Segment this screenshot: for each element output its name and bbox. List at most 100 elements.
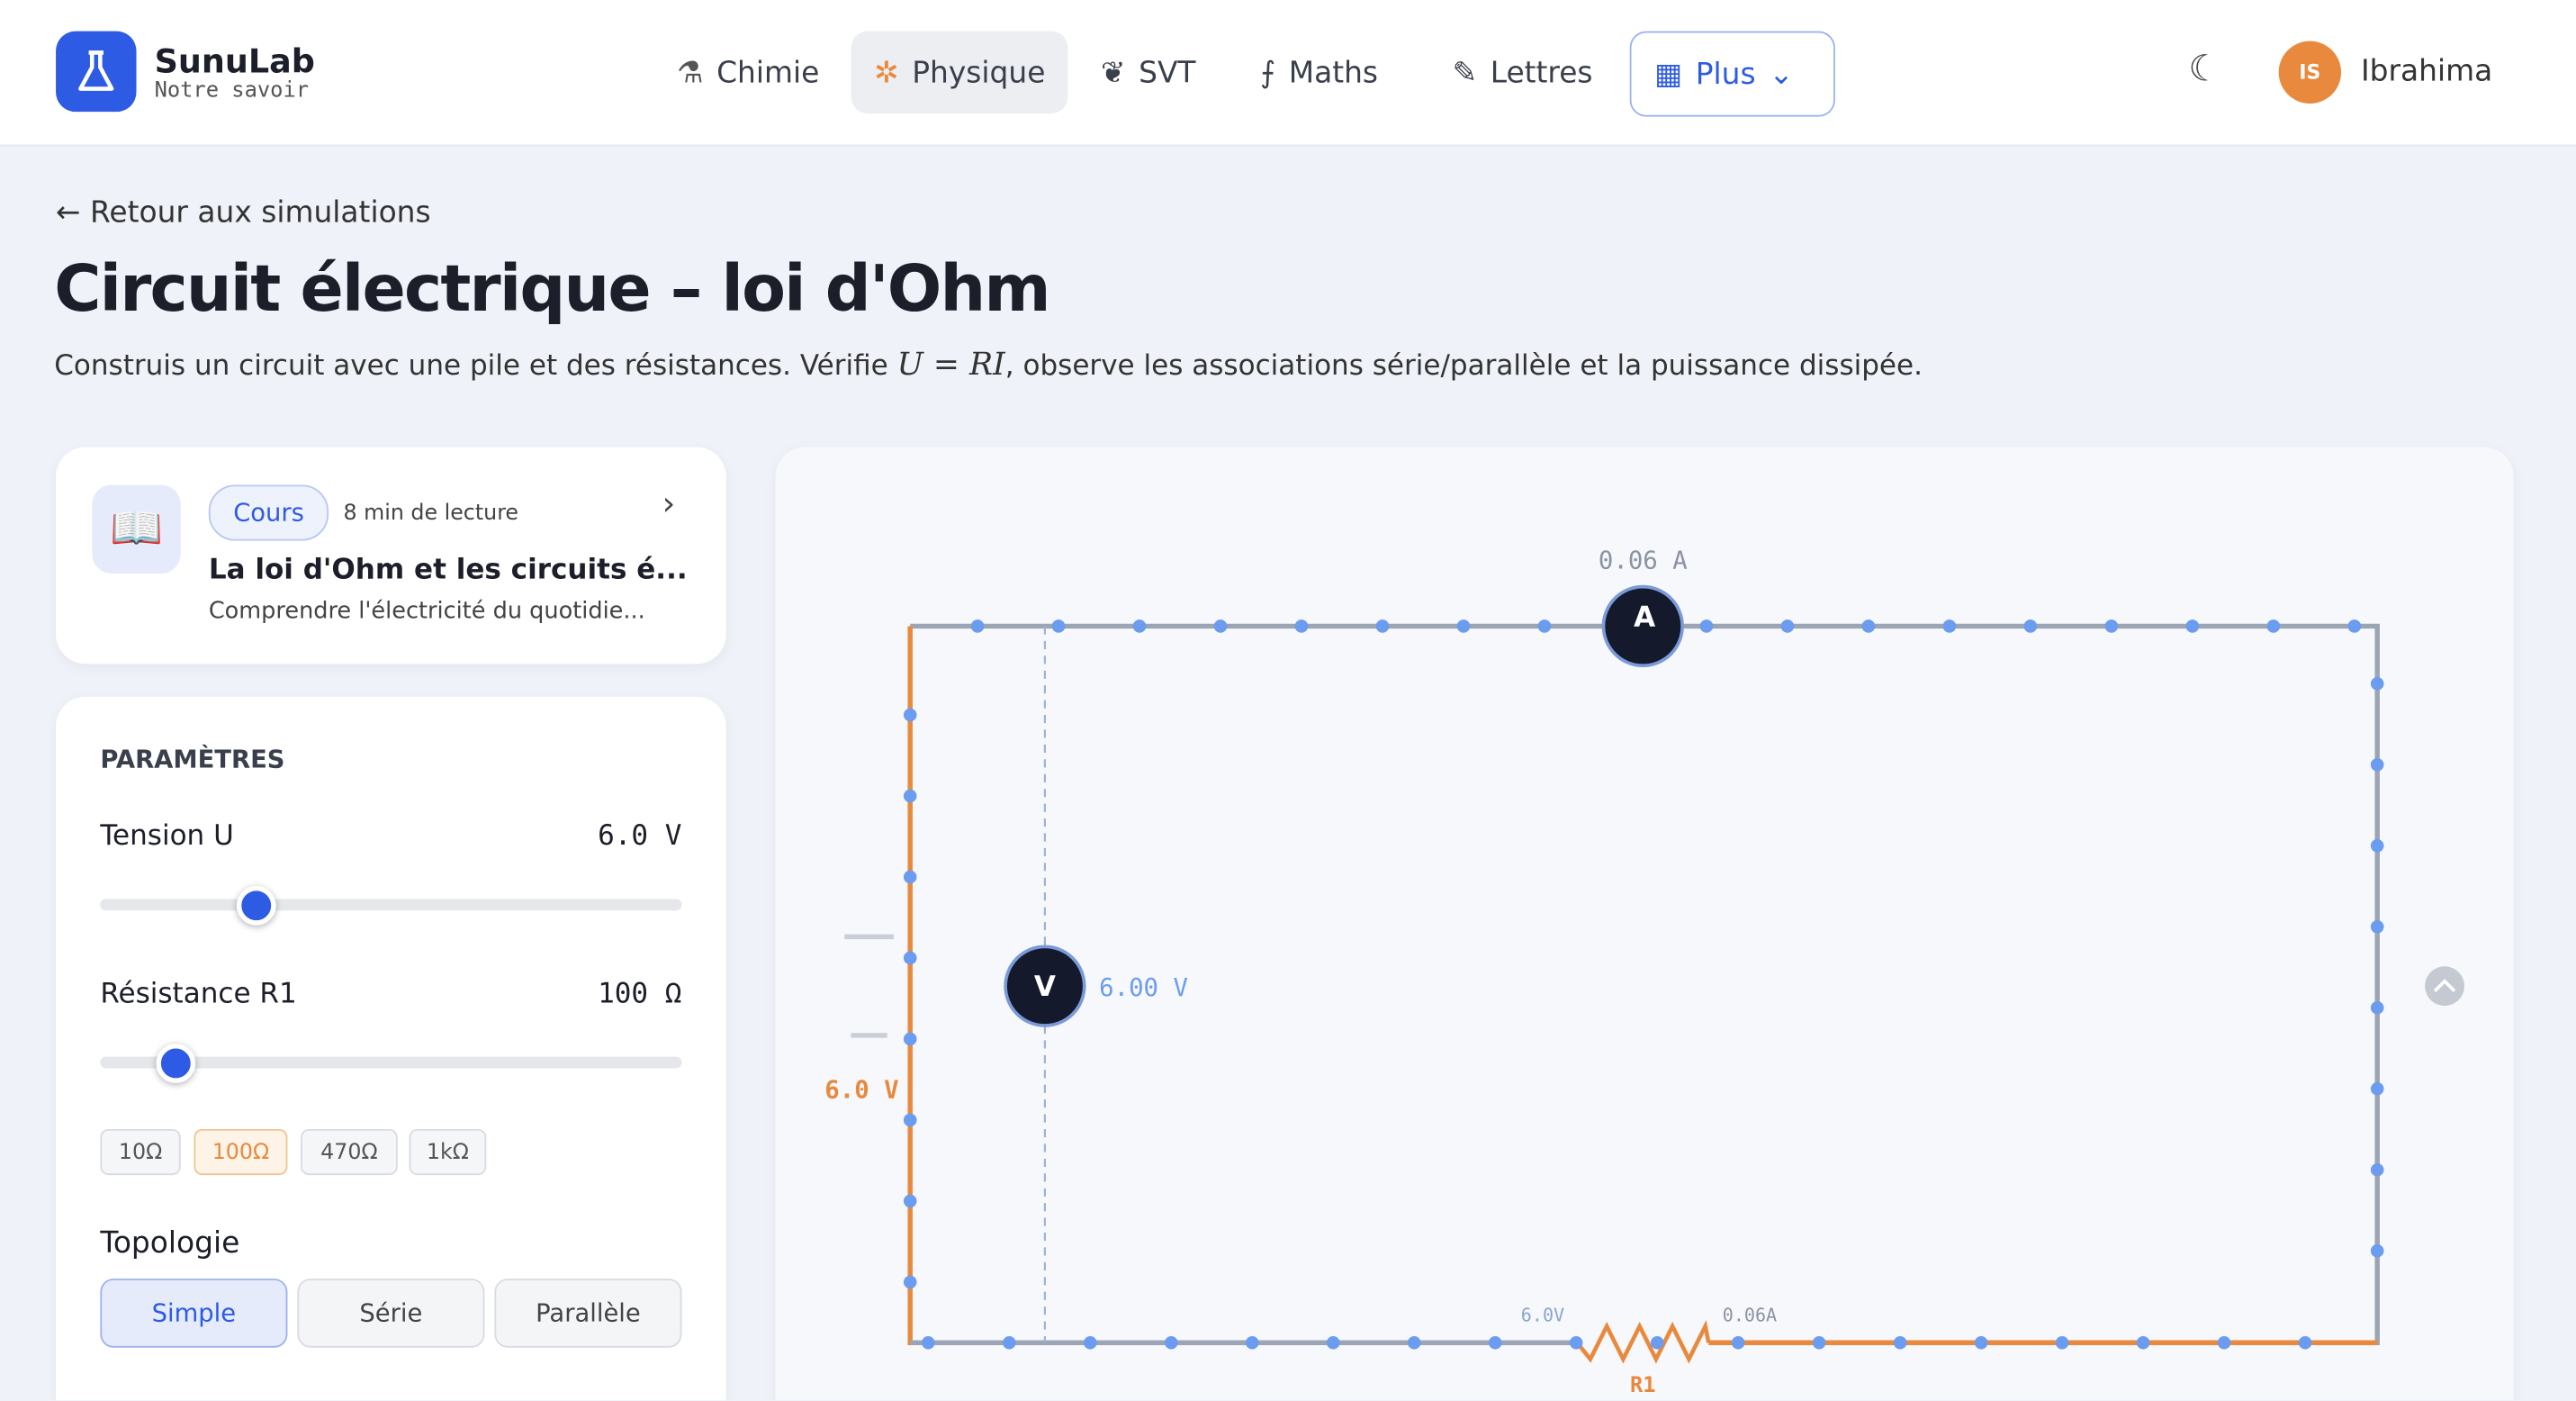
nav-label: SVT <box>1139 55 1196 90</box>
wire-node <box>1893 1335 1907 1350</box>
wire-node <box>1942 619 1957 633</box>
wire-node <box>1537 619 1552 633</box>
wire-node <box>1051 619 1066 633</box>
topology-option[interactable]: Simple <box>100 1279 288 1348</box>
wire-node <box>1488 1335 1502 1350</box>
wire-node <box>2266 619 2281 633</box>
wire-node <box>903 1113 917 1127</box>
nav-label: Maths <box>1288 55 1379 90</box>
wire-node <box>2370 1081 2384 1096</box>
nav-svt[interactable]: ❦ SVT <box>1100 55 1196 90</box>
resistance-value: 100 Ω <box>598 978 682 1011</box>
resistance-label: Résistance R1 <box>100 978 297 1011</box>
wire-node <box>1083 1335 1097 1350</box>
battery <box>844 934 894 1038</box>
badge: Cours <box>208 484 329 541</box>
wire-node <box>903 1275 917 1289</box>
back-text: Retour aux simulations <box>90 195 431 230</box>
reading-time: 8 min de lecture <box>343 501 519 527</box>
wire-node <box>2370 758 2384 772</box>
nav-plus[interactable]: ▦ Plus ⌄ <box>1629 31 1835 117</box>
tension-label: Tension U <box>100 819 234 854</box>
tension-value: 6.0 V <box>598 819 682 854</box>
desc-text: , observe les associations série/parallè… <box>1004 349 1923 384</box>
back-link[interactable]: ← Retour aux simulations <box>56 195 431 230</box>
avatar[interactable]: IS <box>2278 41 2342 104</box>
preset[interactable]: 10Ω <box>100 1128 181 1176</box>
resistor <box>1575 1320 1711 1364</box>
nav-lettres[interactable]: ✎ Lettres <box>1452 55 1593 90</box>
wire-node <box>1213 619 1228 633</box>
params-heading: PARAMÈTRES <box>100 744 285 774</box>
wire-node <box>1375 619 1390 633</box>
scroll-icon <box>2433 979 2456 992</box>
tension-knob[interactable] <box>236 885 276 926</box>
nav-chimie[interactable]: ⚗ Chimie <box>677 55 820 90</box>
course-title: La loi d'Ohm et les circuits é... <box>208 554 688 587</box>
wire-node <box>903 789 917 803</box>
scroll-button[interactable] <box>2425 966 2464 1007</box>
nav-label: Physique <box>912 55 1046 90</box>
wire-node <box>903 1032 917 1046</box>
header <box>0 0 2576 147</box>
topology-option[interactable]: Série <box>297 1279 485 1348</box>
voltmeter[interactable] <box>1004 945 1086 1027</box>
wire-node <box>2347 619 2362 633</box>
ammeter-reading: 0.06 A <box>1599 547 1688 575</box>
formula: U = RI <box>896 347 1005 384</box>
user-name[interactable]: Ibrahima <box>2360 54 2493 89</box>
wire-node <box>1861 619 1876 633</box>
wire-node <box>921 1335 935 1350</box>
book-icon: 📖 <box>92 484 181 574</box>
wire-node <box>970 619 985 633</box>
wire-node <box>2136 1335 2150 1350</box>
wire-node <box>1731 1335 1745 1350</box>
wire-node <box>2370 1000 2384 1015</box>
resistance-slider[interactable] <box>100 1056 682 1069</box>
ammeter[interactable] <box>1601 584 1684 668</box>
resistor-label: R1 <box>1630 1372 1656 1397</box>
description: Construis un circuit avec une pile et de… <box>54 347 1923 383</box>
theme-toggle[interactable]: ☾ <box>2188 49 2221 91</box>
wire-node <box>1294 619 1309 633</box>
logo[interactable] <box>56 31 137 113</box>
wire-node <box>2370 919 2384 934</box>
page-title: Circuit électrique – loi d'Ohm <box>54 253 1050 328</box>
preset[interactable]: 100Ω <box>194 1128 288 1176</box>
preset[interactable]: 1kΩ <box>409 1128 487 1176</box>
wire-node <box>1245 1335 1259 1350</box>
wire-node <box>903 870 917 884</box>
wire-node <box>1780 619 1795 633</box>
nav-label: Lettres <box>1490 55 1593 90</box>
voltmeter-reading: 6.00 V <box>1099 974 1188 1002</box>
nav-label: Chimie <box>716 55 820 90</box>
wire-node <box>1650 1335 1664 1350</box>
voltmeter-symbol: V <box>1034 971 1056 1003</box>
nav-maths[interactable]: ⨍ Maths <box>1260 55 1379 90</box>
ammeter-symbol: A <box>1634 601 1655 633</box>
wire-node <box>1456 619 1471 633</box>
wire-node <box>2370 1162 2384 1177</box>
wire-node <box>2370 1243 2384 1258</box>
wire-node <box>2370 677 2384 691</box>
nav-physique[interactable]: ✲ Physique <box>851 31 1068 113</box>
logo-icon <box>78 50 114 91</box>
nav-label: Plus <box>1695 56 1756 92</box>
desc-text: Construis un circuit avec une pile et de… <box>54 349 888 384</box>
tagline: Notre savoir <box>154 78 310 104</box>
topology-option[interactable]: Parallèle <box>494 1279 682 1348</box>
course-subtitle: Comprendre l'électricité du quotidie... <box>208 598 645 625</box>
resistance-knob[interactable] <box>156 1044 196 1083</box>
wire-node <box>1407 1335 1421 1350</box>
wire-node <box>903 1194 917 1208</box>
brand: SunuLab <box>154 41 315 81</box>
wire-node <box>1326 1335 1340 1350</box>
wire-node <box>2023 619 2038 633</box>
wire-node <box>2055 1335 2069 1350</box>
preset[interactable]: 470Ω <box>301 1128 398 1176</box>
wire-node <box>1164 1335 1178 1350</box>
battery-label: 6.0 V <box>824 1076 898 1104</box>
wire-node <box>2370 838 2384 853</box>
